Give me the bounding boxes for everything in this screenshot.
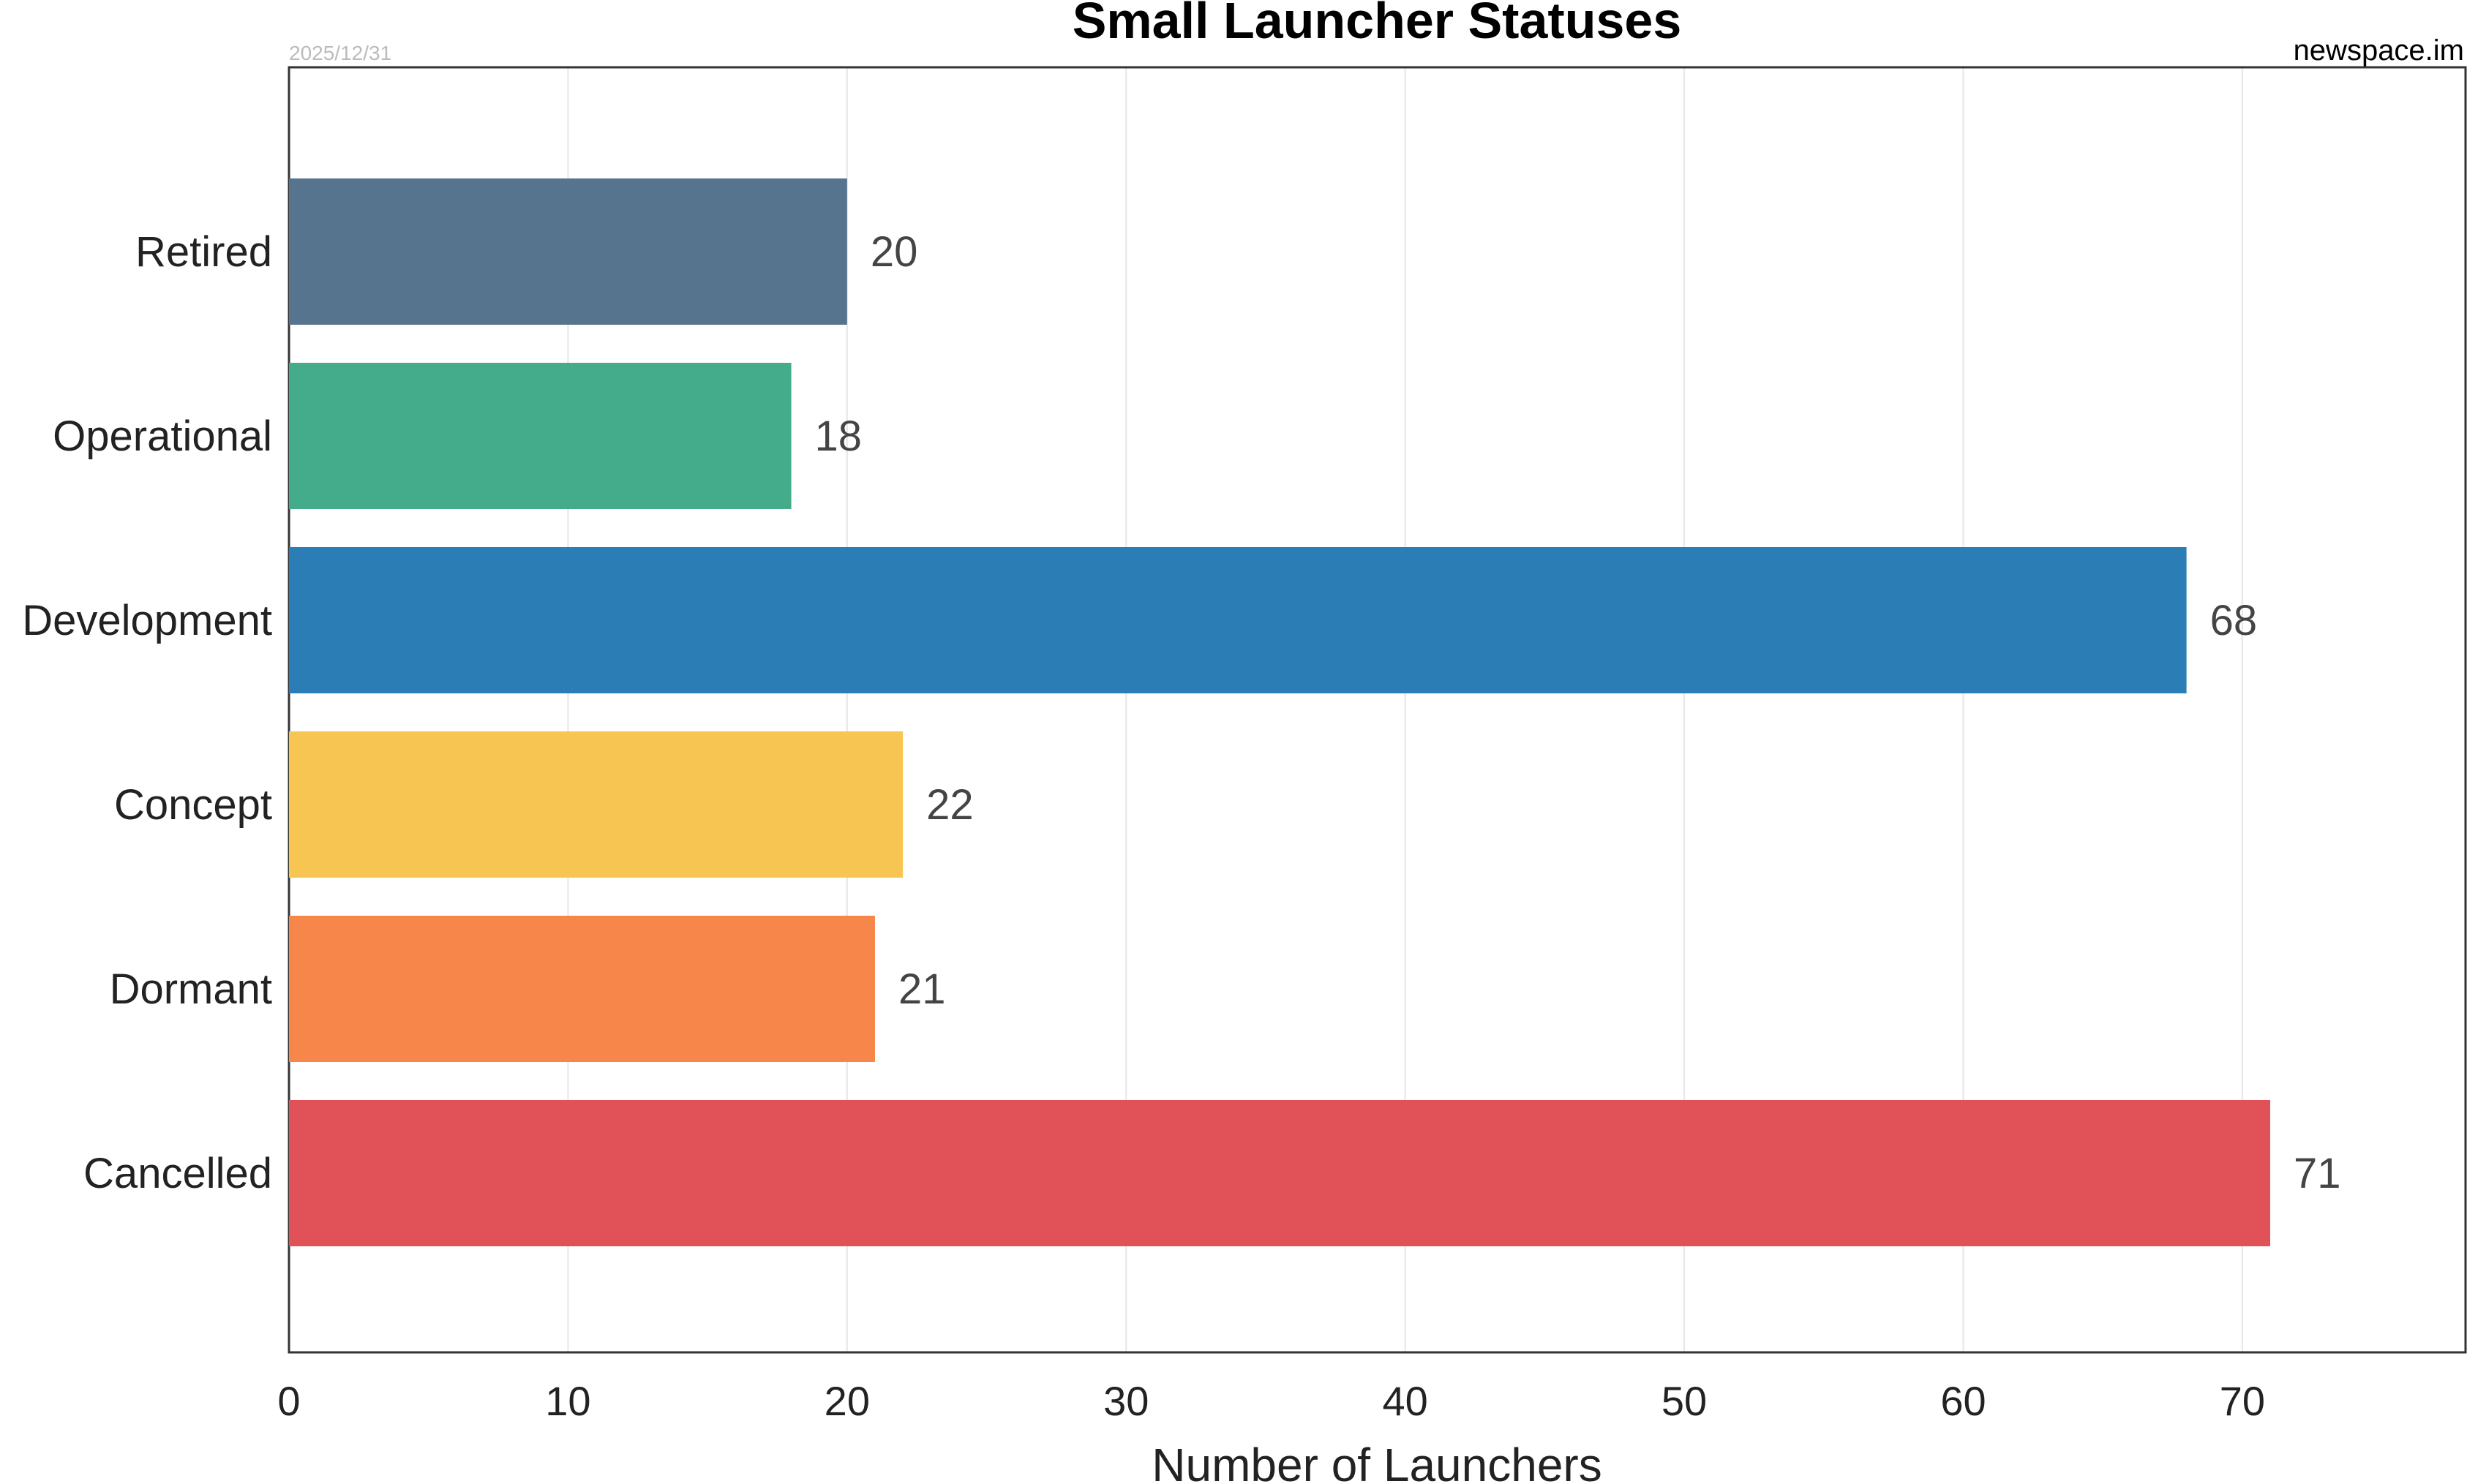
plot-frame	[288, 66, 2467, 1354]
x-tick-label: 60	[1940, 1378, 1986, 1424]
bars	[289, 178, 2271, 1246]
x-axis-title: Number of Launchers	[1152, 1439, 1602, 1484]
value-label: 71	[2294, 1150, 2341, 1197]
bar	[289, 731, 904, 878]
x-tick-label: 30	[1103, 1378, 1149, 1424]
source-label: newspace.im	[2294, 34, 2464, 67]
bar	[289, 178, 847, 325]
x-tick-label: 70	[2220, 1378, 2265, 1424]
chart-title: Small Launcher Statuses	[1073, 0, 1682, 49]
category-labels: Retired Operational Development Concept Dorm…	[22, 228, 272, 1197]
category-label: Dormant	[110, 965, 272, 1013]
category-label: Retired	[135, 228, 272, 276]
bar	[289, 1100, 2271, 1246]
x-tick-label: 50	[1661, 1378, 1707, 1424]
category-label: Concept	[114, 781, 272, 829]
value-label: 18	[815, 413, 863, 460]
value-label: 20	[871, 228, 918, 276]
x-tick-label: 0	[277, 1378, 300, 1424]
date-stamp: 2025/12/31	[289, 42, 391, 64]
value-labels: 20 18 68 22 21 71	[815, 228, 2341, 1197]
value-label: 68	[2210, 597, 2258, 644]
category-label: Cancelled	[83, 1150, 272, 1197]
bar	[289, 363, 792, 509]
value-label: 21	[898, 965, 946, 1013]
x-tick-labels: 0 10 20 30 40 50 60 70	[277, 1378, 2265, 1424]
category-label: Operational	[53, 413, 272, 460]
x-tick-label: 40	[1382, 1378, 1427, 1424]
bar	[289, 547, 2187, 693]
x-tick-label: 10	[545, 1378, 590, 1424]
value-label: 22	[926, 781, 974, 829]
bar	[289, 916, 875, 1062]
category-label: Development	[22, 597, 272, 644]
x-tick-label: 20	[825, 1378, 870, 1424]
